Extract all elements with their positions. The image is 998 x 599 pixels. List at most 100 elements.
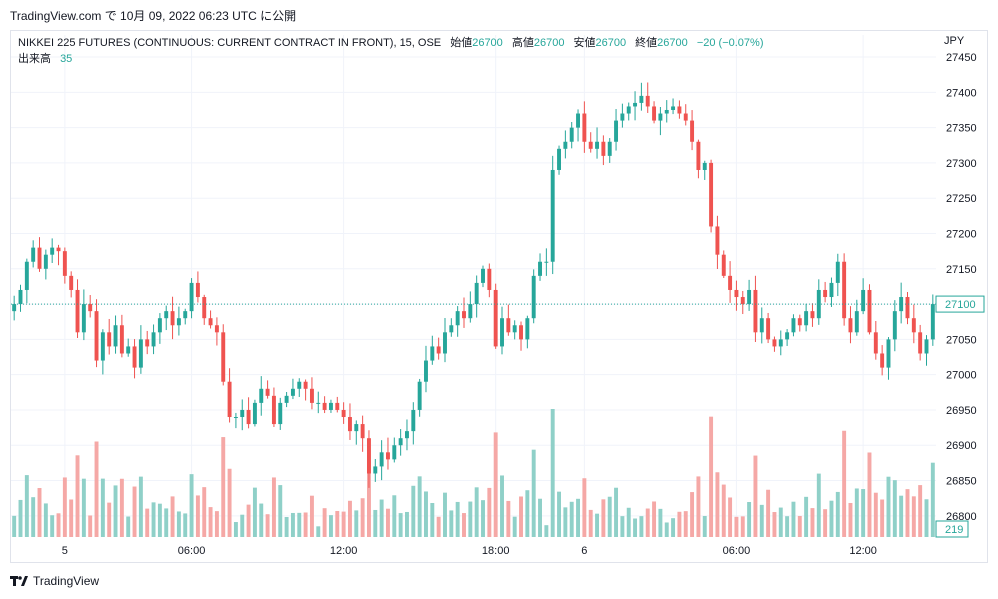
candle-body [132, 346, 137, 368]
volume-bar [633, 518, 638, 537]
candle-body [468, 304, 473, 319]
volume-bar [563, 507, 568, 537]
candle-body [677, 106, 682, 114]
candle-body [759, 318, 764, 333]
candle-body [899, 297, 904, 312]
volume-bar [176, 511, 181, 537]
candle-body [366, 438, 371, 474]
volume-bar [386, 508, 390, 537]
candle-body [531, 275, 536, 319]
volume-bar [842, 430, 847, 537]
candle-body [601, 141, 606, 156]
candle-body [721, 254, 726, 276]
volume-bar [614, 487, 619, 537]
candle-body [145, 339, 150, 347]
candle-body [835, 261, 840, 283]
price-tick-label: 26950 [946, 405, 977, 417]
candle-body [62, 251, 67, 276]
candle-body [341, 409, 346, 418]
volume-bar [265, 514, 270, 537]
volume-bar [151, 502, 156, 537]
volume-bar [512, 516, 517, 537]
candle-body [785, 332, 790, 340]
volume-bar [132, 486, 137, 537]
volume-bar [227, 468, 232, 537]
volume-bar [259, 503, 264, 537]
candle-body [709, 162, 714, 227]
volume-bar [252, 487, 257, 537]
candle-body [303, 381, 308, 389]
open-value: 26700 [472, 37, 503, 49]
volume-bar [709, 416, 714, 537]
candle-body [873, 332, 878, 354]
candle-body [861, 289, 866, 312]
candle-body [740, 297, 745, 305]
candle-body [335, 402, 340, 410]
volume-bar [56, 513, 61, 537]
candle-body [880, 353, 885, 368]
candle-body [930, 304, 935, 340]
candle-body [183, 311, 188, 319]
time-tick-label: 5 [62, 545, 68, 557]
volume-bar [620, 516, 625, 537]
tradingview-logo[interactable]: TradingView [10, 574, 99, 588]
candle-body [626, 106, 631, 114]
chart-frame[interactable] [10, 30, 988, 563]
candle-body [791, 318, 796, 333]
volume-bar [848, 502, 853, 537]
volume-bar [557, 491, 561, 537]
volume-bar [778, 507, 783, 537]
high-value: 26700 [533, 37, 565, 49]
candle-body [557, 148, 561, 170]
volume-bar [138, 476, 143, 537]
volume-bar [791, 501, 796, 537]
volume-bar [690, 492, 695, 537]
volume-bar [658, 508, 663, 537]
candle-body [550, 169, 555, 262]
candle-body [607, 141, 612, 156]
volume-bar [113, 485, 118, 537]
volume-bar [455, 501, 460, 537]
volume-bar [335, 510, 340, 537]
volume-bar [417, 476, 422, 537]
volume-bar [500, 475, 504, 537]
volume-bar [316, 526, 321, 537]
price-tick-label: 26850 [946, 476, 977, 488]
volume-bar [12, 515, 17, 537]
volume-bar [157, 503, 162, 537]
price-tick-label: 27300 [946, 158, 977, 170]
candle-body [652, 106, 657, 121]
volume-bar [772, 512, 777, 537]
volume-bar [829, 500, 834, 537]
volume-bar [379, 499, 384, 537]
volume-bar [50, 515, 55, 537]
candle-body [842, 261, 847, 319]
volume-bar [31, 497, 36, 537]
candle-body [905, 297, 910, 319]
candle-body [119, 325, 124, 354]
candle-body [189, 282, 194, 312]
candle-body [595, 141, 600, 149]
volume-bar [430, 502, 435, 537]
volume-bar [538, 498, 542, 537]
candle-body [113, 325, 118, 347]
volume-bar [626, 507, 631, 537]
volume-bar [119, 478, 124, 537]
volume-bar [341, 511, 346, 537]
time-tick-label: 12:00 [849, 545, 877, 557]
volume-bar [525, 490, 530, 537]
candle-body [417, 381, 422, 410]
volume-bar [702, 516, 707, 537]
volume-bar [924, 499, 929, 537]
candle-body [734, 289, 739, 298]
volume-bar [810, 508, 815, 537]
candle-body [614, 120, 619, 142]
candle-body [633, 102, 638, 107]
volume-bar [354, 510, 359, 537]
price-tick-label: 27050 [946, 334, 977, 346]
volume-bar [569, 501, 574, 537]
candle-body [696, 141, 701, 170]
volume-bar [474, 487, 479, 537]
candle-body [227, 381, 232, 418]
